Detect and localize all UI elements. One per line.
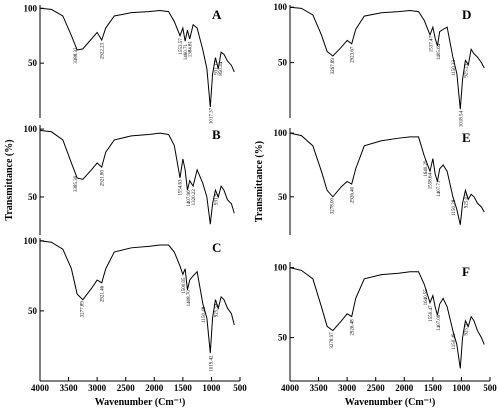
peak-label: 3385.39	[74, 175, 79, 192]
x-tick-label: 3000	[338, 383, 357, 393]
x-tick-label: 3500	[60, 383, 79, 393]
peak-label: 1150.33	[452, 59, 457, 76]
panel-label: D	[462, 7, 471, 22]
peak-label: 1150.49	[452, 333, 457, 350]
spectrum-line	[289, 267, 485, 369]
y-tick-label: 50	[278, 192, 288, 202]
peak-label: 1407.96	[187, 190, 192, 207]
peak-label: 3278.97	[330, 332, 335, 349]
y-axis-label: Transmittance (%)	[254, 141, 265, 222]
peak-label: 1558.64	[429, 172, 434, 189]
y-tick-label: 50	[28, 192, 38, 202]
x-tick-label: 1500	[174, 383, 193, 393]
y-tick-label: 100	[274, 2, 288, 12]
peak-label: 850.34	[219, 61, 224, 75]
x-tick-label: 2000	[145, 383, 164, 393]
spectrum-line	[39, 129, 235, 225]
peak-label: 931.9	[214, 193, 219, 205]
y-axis-label: Transmittance (%)	[4, 139, 15, 220]
y-tick-label: 100	[24, 236, 38, 246]
peak-label: 1384.81	[188, 40, 193, 57]
peak-label: 1320.22	[192, 189, 197, 206]
peak-label: 1408.70	[187, 290, 192, 307]
x-tick-label: 500	[483, 383, 497, 393]
peak-label: 925.02	[465, 194, 470, 208]
peak-label: 3278.00	[330, 198, 335, 215]
peak-label: 931.17	[214, 61, 219, 75]
peak-label: 2921.46	[101, 285, 106, 302]
peak-label: 3277.89	[80, 301, 85, 318]
y-tick-label: 50	[28, 306, 38, 316]
x-tick-label: 2000	[395, 383, 414, 393]
peak-label: 1150.48	[202, 306, 207, 323]
x-tick-label: 1000	[202, 383, 221, 393]
y-tick-label: 50	[278, 333, 288, 343]
spectrum-line	[39, 7, 235, 108]
panel-label: F	[462, 264, 470, 279]
peak-label: 1640.55	[424, 289, 429, 306]
peak-label: 2922.23	[101, 42, 106, 59]
panel-label: E	[462, 130, 471, 145]
peak-label: 1460.71	[184, 43, 189, 60]
spectrum-line	[289, 132, 485, 225]
x-tick-label: 3000	[88, 383, 107, 393]
peak-label: 1640.29	[424, 160, 429, 177]
peak-label: 925.23	[465, 63, 470, 77]
peak-label: 3388.32	[74, 47, 79, 64]
peak-label: 2921.80	[101, 170, 106, 187]
x-axis-label: Wavenumber (Cm⁻¹)	[95, 397, 186, 408]
x-tick-label: 3500	[310, 383, 329, 393]
x-axis-label: Wavenumber (Cm⁻¹)	[345, 397, 436, 408]
spectrum-line	[39, 240, 235, 354]
x-tick-label: 1500	[424, 383, 443, 393]
spectrum-line	[289, 6, 485, 110]
x-tick-label: 4000	[31, 383, 50, 393]
peak-label: 1018.54	[459, 111, 464, 128]
peak-label: 2926.48	[350, 319, 355, 336]
x-tick-label: 4000	[281, 383, 300, 393]
panel-label: C	[212, 240, 221, 255]
peak-label: 1537.47	[430, 35, 435, 52]
peak-label: 1017.37	[209, 107, 214, 124]
peak-label: 1550.47	[429, 305, 434, 322]
peak-label: 1405.64	[437, 43, 442, 60]
peak-label: 1019.42	[209, 355, 214, 372]
y-tick-label: 100	[274, 128, 288, 138]
peak-label: 2923.67	[351, 46, 356, 63]
peak-label: 925.9	[465, 324, 470, 336]
peak-label: 1407.71	[437, 180, 442, 197]
peak-label: 1500.05	[182, 277, 187, 294]
panel-label: B	[212, 127, 221, 142]
panel-label: A	[212, 7, 222, 22]
x-tick-label: 1000	[452, 383, 471, 393]
peak-label: 2926.40	[350, 186, 355, 203]
peak-label: 1407.08	[437, 314, 442, 331]
peak-label: 3267.89	[331, 58, 336, 75]
y-tick-label: 50	[28, 58, 38, 68]
y-tick-label: 100	[24, 124, 38, 134]
peak-label: 1554.63	[179, 179, 184, 196]
peak-label: 925.54	[215, 303, 220, 317]
x-tick-label: 500	[233, 383, 247, 393]
x-tick-label: 2500	[367, 383, 386, 393]
y-tick-label: 50	[278, 58, 288, 68]
x-tick-label: 2500	[117, 383, 136, 393]
peak-label: 1150.28	[452, 199, 457, 216]
y-tick-label: 100	[24, 3, 38, 13]
y-tick-label: 100	[274, 263, 288, 273]
peak-label: 1553.57	[179, 38, 184, 55]
